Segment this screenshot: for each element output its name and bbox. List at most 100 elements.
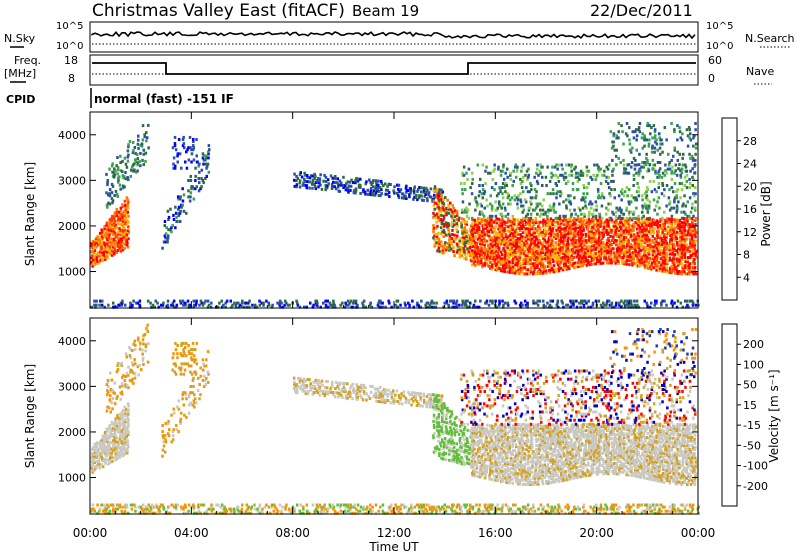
- data-cell: [498, 217, 501, 221]
- data-cell: [606, 167, 610, 171]
- data-cell: [477, 305, 481, 309]
- data-cell: [607, 247, 611, 251]
- data-cell: [508, 270, 512, 274]
- data-cell: [386, 392, 390, 396]
- data-cell: [681, 305, 684, 309]
- data-cell: [338, 179, 342, 183]
- data-cell: [554, 253, 557, 257]
- data-cell: [544, 253, 547, 256]
- data-cell: [684, 223, 688, 227]
- data-cell: [554, 267, 557, 271]
- data-cell: [640, 216, 644, 220]
- data-cell: [496, 250, 499, 254]
- data-cell: [541, 249, 544, 253]
- data-cell: [100, 244, 103, 248]
- data-cell: [207, 372, 210, 376]
- data-cell: [681, 163, 685, 167]
- data-cell: [192, 376, 195, 380]
- data-cell: [123, 246, 126, 250]
- data-cell: [111, 170, 114, 174]
- data-cell: [589, 200, 592, 204]
- data-cell: [496, 256, 499, 260]
- data-cell: [166, 240, 169, 244]
- data-cell: [427, 393, 430, 397]
- data-cell: [298, 185, 302, 189]
- data-cell: [112, 301, 115, 305]
- data-cell: [117, 455, 120, 458]
- data-cell: [113, 437, 117, 441]
- data-cell: [476, 305, 479, 309]
- data-cell: [179, 299, 182, 303]
- data-cell: [521, 179, 524, 183]
- data-cell: [138, 343, 142, 347]
- data-cell: [142, 163, 145, 167]
- data-cell: [585, 165, 589, 169]
- data-cell: [496, 241, 500, 245]
- data-cell: [552, 270, 555, 274]
- data-cell: [98, 303, 101, 307]
- data-cell: [587, 222, 591, 226]
- data-cell: [354, 299, 358, 303]
- data-cell: [229, 299, 232, 303]
- data-cell: [465, 228, 468, 232]
- data-cell: [537, 222, 541, 226]
- data-cell: [681, 266, 684, 270]
- data-cell: [90, 244, 93, 248]
- data-cell: [643, 233, 646, 237]
- data-cell: [379, 194, 382, 198]
- data-cell: [618, 220, 622, 224]
- data-cell: [582, 239, 585, 243]
- data-cell: [177, 197, 180, 201]
- data-cell: [98, 444, 102, 447]
- data-cell: [446, 198, 449, 202]
- cpid-label: CPID: [6, 93, 35, 106]
- data-cell: [334, 187, 338, 191]
- data-cell: [180, 203, 183, 207]
- data-cell: [656, 148, 659, 152]
- data-cell: [189, 370, 192, 374]
- data-cell: [324, 184, 327, 188]
- data-cell: [120, 361, 123, 365]
- data-cell: [472, 257, 476, 261]
- data-cell: [542, 212, 546, 216]
- data-cell: [549, 208, 552, 212]
- data-cell: [171, 303, 175, 307]
- data-cell: [581, 251, 585, 255]
- data-cell: [679, 235, 682, 239]
- data-cell: [120, 244, 124, 248]
- data-cell: [270, 305, 274, 309]
- data-cell: [506, 301, 509, 305]
- data-cell: [563, 260, 566, 264]
- data-cell: [676, 138, 679, 142]
- data-cell: [242, 305, 246, 309]
- data-cell: [629, 150, 633, 154]
- data-cell: [177, 407, 181, 411]
- data-cell: [361, 303, 365, 307]
- data-cell: [689, 169, 692, 173]
- data-cell: [461, 303, 464, 307]
- data-cell: [138, 341, 142, 345]
- data-cell: [389, 391, 393, 395]
- data-cell: [555, 228, 558, 232]
- data-cell: [429, 187, 433, 191]
- data-cell: [559, 252, 562, 256]
- data-cell: [118, 183, 122, 187]
- data-cell: [683, 221, 686, 225]
- data-cell: [574, 175, 578, 179]
- data-cell: [601, 216, 604, 220]
- data-cell: [549, 244, 552, 247]
- data-cell: [493, 251, 496, 255]
- data-cell: [635, 198, 639, 202]
- data-cell: [476, 237, 480, 241]
- data-cell: [569, 194, 572, 198]
- data-cell: [627, 200, 630, 204]
- data-cell: [598, 216, 601, 220]
- data-cell: [674, 222, 677, 226]
- data-cell: [101, 242, 104, 246]
- data-cell: [166, 238, 169, 242]
- data-cell: [595, 241, 599, 245]
- data-cell: [182, 350, 185, 354]
- data-cell: [607, 222, 610, 226]
- data-cell: [537, 245, 540, 249]
- data-cell: [513, 299, 516, 303]
